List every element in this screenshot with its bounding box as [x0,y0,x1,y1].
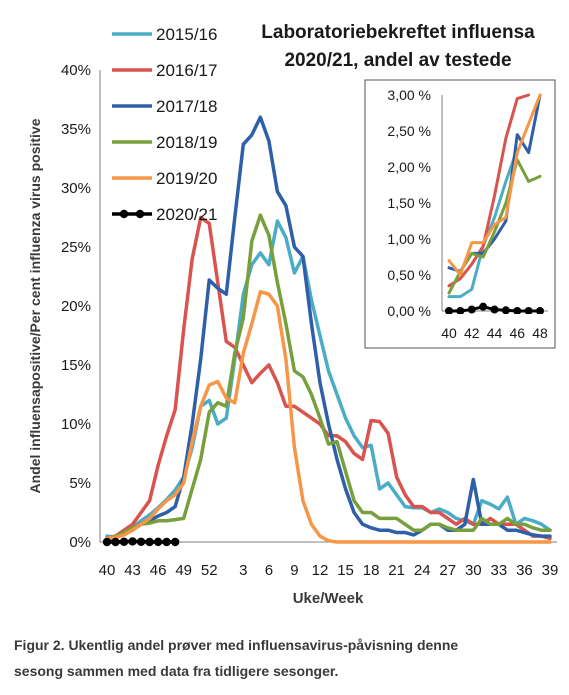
point-2020-21-0 [102,537,112,547]
caption-line-1: Figur 2. Ukentlig andel prøver med influ… [14,637,459,653]
x-tick-label-15: 15 [337,562,354,579]
inset-x-tick-label-48: 48 [532,325,548,341]
inset-x-tick-label-42: 42 [464,325,480,341]
legend-label-2018-19: 2018/19 [156,133,217,152]
series-line-2018-19 [105,213,552,541]
chart-title-line-1: Laboratoriebekreftet influensa [261,22,535,43]
inset-y-tick-label-0-50-: 0,50 % [387,267,431,283]
point-2020-21-2 [119,537,129,546]
inset-point-2020-21-4 [490,305,499,314]
x-tick-label-21: 21 [388,562,405,579]
x-tick-label-40: 40 [99,562,116,579]
y-tick-label-0-: 0% [69,534,91,551]
legend-label-2016-17: 2016/17 [156,61,217,80]
x-tick-label-39: 39 [542,562,559,579]
legend-marker-2020-21-a [119,209,129,219]
y-tick-label-15-: 15% [61,357,91,374]
legend-label-2020-21: 2020/21 [156,205,217,224]
x-tick-label-43: 43 [124,562,141,579]
x-tick-label-46: 46 [150,562,167,579]
inset-point-2020-21-8 [536,307,544,314]
legend-marker-2020-21-b [135,209,145,219]
inset-point-2020-21-5 [501,306,510,314]
series-line-2019-20 [105,290,552,544]
inset-y-tick-label-2-50-: 2,50 % [387,123,431,139]
inset-chart: 0,00 % 0,50 % 1,00 % 1,50 % 2,00 % 2,50 % 3,00… [364,79,556,349]
x-tick-label-52: 52 [201,562,218,579]
chart-title-line-2: 2020/21, andel av testede [284,50,511,71]
inset-x-tick-label-40: 40 [441,325,457,341]
x-tick-label-33: 33 [491,562,508,579]
point-2020-21-6 [153,537,163,547]
inset-y-tick-label-3-00-: 3,00 % [387,87,431,103]
x-tick-label-49: 49 [175,562,192,579]
y-tick-label-25-: 25% [61,239,91,256]
point-2020-21-7 [162,537,171,547]
inset-y-tick-label-1-50-: 1,50 % [387,195,431,211]
inset-y-tick-label-2-00-: 2,00 % [387,159,431,175]
figure-caption: Figur 2. Ukentlig andel prøver med influ… [14,632,554,684]
point-2020-21-8 [170,537,180,547]
inset-x-tick-label-44: 44 [487,325,503,341]
y-tick-labels: 0% 5% 10% 15% 20% 25% 30% 35% 40% [61,62,91,551]
point-2020-21-4 [136,537,146,546]
inset-y-tick-label-0-00-: 0,00 % [387,303,431,319]
x-axis-label: Uke/Week [293,590,364,607]
x-tick-label-3: 3 [239,562,247,579]
y-tick-label-5-: 5% [69,475,91,492]
y-tick-label-20-: 20% [61,298,91,315]
inset-x-tick-labels: 40 42 44 46 48 [441,325,548,341]
y-tick-label-10-: 10% [61,416,91,433]
x-tick-label-36: 36 [516,562,533,579]
y-tick-label-35-: 35% [61,121,91,138]
inset-y-tick-labels: 0,00 % 0,50 % 1,00 % 1,50 % 2,00 % 2,50 % 3,00… [387,87,431,319]
point-2020-21-1 [111,537,120,547]
main-plot-area: 0%5%10%15%20%25%30%35%40% 40 43 46 49 52 3 6 9 1… [61,62,558,579]
x-tick-label-6: 6 [265,562,273,579]
caption-line-2: sesong sammen med data fra tidligere ses… [14,663,339,679]
y-axis-label: Andel influensapositive/Per cent influen… [27,118,43,493]
x-tick-label-27: 27 [439,562,456,579]
y-tick-label-40-: 40% [61,62,91,79]
point-2020-21-3 [128,537,137,546]
inset-frame [364,79,556,349]
x-tick-label-9: 9 [290,562,298,579]
x-tick-label-18: 18 [363,562,380,579]
inset-point-2020-21-3 [479,302,488,311]
y-tick-label-30-: 30% [61,180,91,197]
x-tick-label-24: 24 [414,562,431,579]
inset-series-lines [445,93,544,314]
inset-point-2020-21-0 [445,307,453,314]
inset-series-line-2016-17 [447,93,531,288]
point-2020-21-5 [145,537,154,547]
x-tick-label-30: 30 [465,562,482,579]
legend: 2015/16 2016/17 2017/18 2018/19 2019/20 2020/… [112,25,217,224]
legend-label-2019-20: 2019/20 [156,169,217,188]
x-tick-labels: 40 43 46 49 52 3 6 9 12 15 18 21 24 27 30 33 36 39 [99,562,559,579]
inset-x-tick-label-46: 46 [509,325,525,341]
series-lines [102,115,552,547]
legend-label-2017-18: 2017/18 [156,97,217,116]
inset-point-2020-21-1 [456,307,465,314]
inset-point-2020-21-2 [467,305,476,314]
inset-y-tick-label-1-00-: 1,00 % [387,231,431,247]
inset-series-line-2019-20 [447,93,542,277]
inset-point-2020-21-7 [524,307,533,314]
inset-point-2020-21-6 [513,307,522,314]
legend-label-2015-16: 2015/16 [156,25,217,44]
x-tick-label-12: 12 [312,562,329,579]
